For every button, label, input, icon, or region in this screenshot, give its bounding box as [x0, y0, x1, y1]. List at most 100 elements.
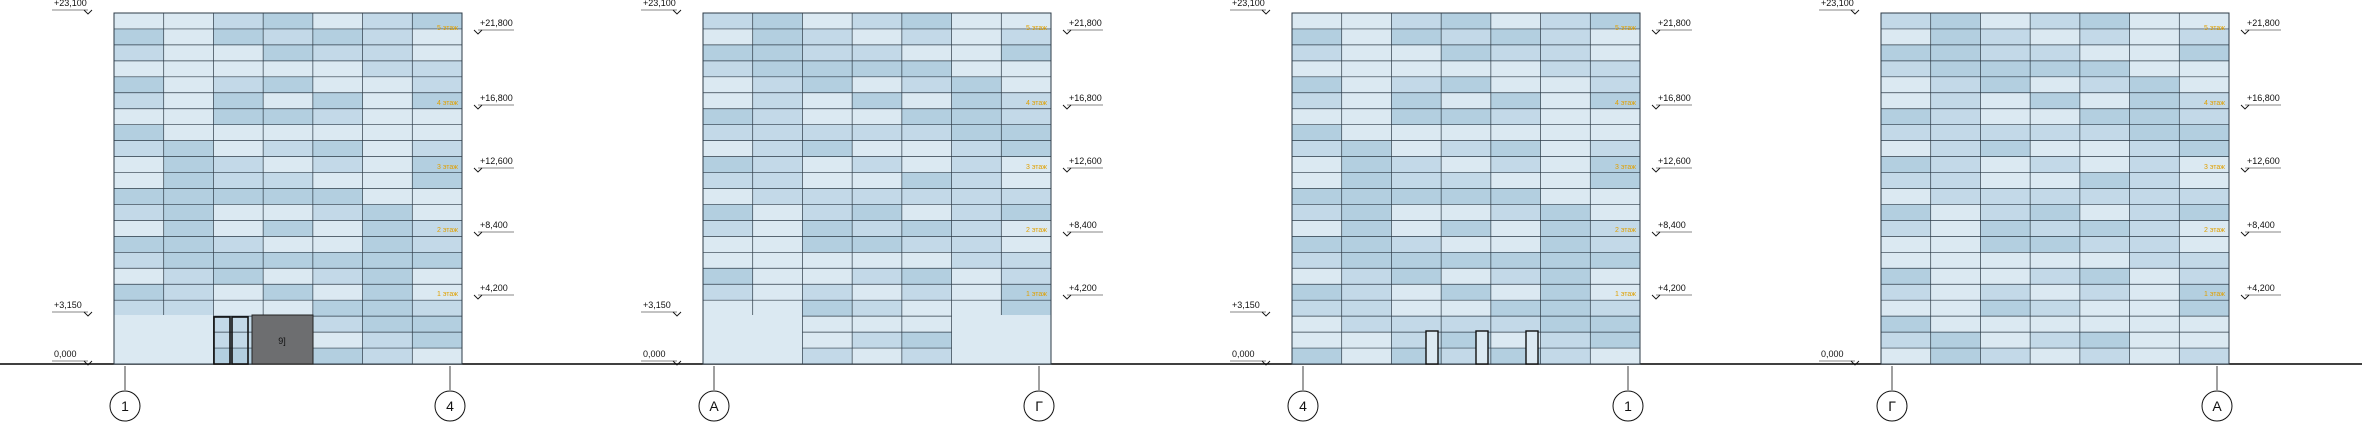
facade-panel	[1930, 140, 1981, 157]
facade-panel	[1292, 13, 1342, 29]
facade-panel	[951, 13, 1002, 29]
facade-panel	[703, 204, 753, 221]
facade-panel	[1391, 236, 1442, 253]
facade-panel	[2129, 348, 2180, 364]
facade-panel	[1980, 236, 2031, 253]
facade-panel	[1980, 28, 2031, 45]
facade-panel	[2030, 156, 2080, 173]
facade-panel	[412, 188, 462, 205]
facade-panel	[1980, 140, 2031, 157]
facade-panel	[1001, 172, 1051, 189]
facade-panel	[2079, 28, 2130, 45]
facade-panel	[1001, 268, 1051, 285]
door-leaf	[1475, 330, 1489, 365]
facade-panel	[362, 252, 413, 269]
facade-panel	[1590, 348, 1640, 364]
facade-panel	[412, 348, 462, 364]
facade-panel	[2129, 300, 2180, 317]
facade-panel	[852, 44, 902, 61]
facade-panel	[2179, 284, 2229, 301]
facade-panel	[802, 124, 853, 141]
facade-panel	[1540, 332, 1591, 349]
facade-panel	[2030, 124, 2080, 141]
facade-outline	[702, 12, 1052, 365]
facade-panel	[263, 252, 313, 269]
level-marker-icon	[83, 9, 93, 15]
facade-panel	[1292, 188, 1342, 205]
facade-panel	[114, 236, 164, 253]
facade-panel	[752, 92, 803, 109]
level-mark-left: 0,000	[643, 349, 666, 359]
facade-panel	[1391, 13, 1442, 29]
facade-panel	[1980, 316, 2031, 333]
facade-panel	[951, 236, 1002, 253]
axis-left-circle	[1876, 390, 1908, 422]
floor-label: 1 этаж	[437, 291, 458, 298]
facade-panel	[1881, 156, 1931, 173]
facade-panel	[1980, 13, 2031, 29]
floor-label: 3 этаж	[2204, 164, 2225, 171]
facade-panel	[1001, 108, 1051, 125]
facade-panel	[752, 28, 803, 45]
facade-panel	[752, 140, 803, 157]
facade-panel	[114, 28, 164, 45]
level-marker-icon	[2240, 104, 2250, 110]
facade-panel	[2079, 268, 2130, 285]
facade-panel	[163, 140, 214, 157]
facade-panel	[1980, 348, 2031, 364]
facade-panel	[263, 284, 313, 301]
facade-panel	[1292, 172, 1342, 189]
facade-panel	[1540, 252, 1591, 269]
facade-panel	[951, 188, 1002, 205]
facade-panel	[1341, 348, 1392, 364]
level-mark-left: +23,100	[1821, 0, 1854, 8]
floor-label: 1 этаж	[2204, 291, 2225, 298]
facade-panel	[1590, 316, 1640, 333]
facade-panel	[2129, 156, 2180, 173]
facade-panel	[2030, 284, 2080, 301]
facade-panel	[263, 92, 313, 109]
facade-panel	[1490, 284, 1541, 301]
level-mark-left: +3,150	[54, 300, 82, 310]
facade-panel	[1590, 268, 1640, 285]
level-mark-right: +16,800	[2247, 93, 2280, 103]
facade-panel	[1881, 60, 1931, 77]
level-marker-icon	[1850, 360, 1860, 366]
facade-panel	[263, 124, 313, 141]
facade-panel	[752, 300, 803, 317]
facade-panel	[852, 284, 902, 301]
facade-panel	[951, 252, 1002, 269]
facade-panel	[951, 60, 1002, 77]
facade-panel	[1001, 76, 1051, 93]
facade-panel	[1490, 156, 1541, 173]
facade-panel	[1930, 268, 1981, 285]
facade-panel	[901, 108, 952, 125]
facade-panel	[1001, 284, 1051, 301]
facade-panel	[2179, 236, 2229, 253]
facade-panel	[2030, 348, 2080, 364]
facade-panel	[163, 300, 214, 317]
level-marker-icon	[672, 311, 682, 317]
facade-panel	[802, 92, 853, 109]
facade-panel	[263, 28, 313, 45]
facade-panel	[1341, 44, 1392, 61]
facade-panel	[1292, 220, 1342, 237]
facade-panel	[213, 268, 264, 285]
facade-panel	[802, 204, 853, 221]
facade-panel	[1590, 220, 1640, 237]
facade-panel	[1490, 252, 1541, 269]
facade-panel	[1490, 140, 1541, 157]
facade-panel	[901, 316, 952, 333]
facade-panel	[412, 252, 462, 269]
facade-panel	[1881, 284, 1931, 301]
axis-left-circle	[698, 390, 730, 422]
facade-panel	[752, 236, 803, 253]
facade-panel	[852, 220, 902, 237]
facade-panel	[312, 348, 363, 364]
level-mark-right: +16,800	[1658, 93, 1691, 103]
level-marker-icon	[1651, 231, 1661, 237]
facade-panel	[1490, 268, 1541, 285]
axis-right-circle	[1612, 390, 1644, 422]
facade-panel	[2129, 204, 2180, 221]
level-mark-left: 0,000	[54, 349, 77, 359]
